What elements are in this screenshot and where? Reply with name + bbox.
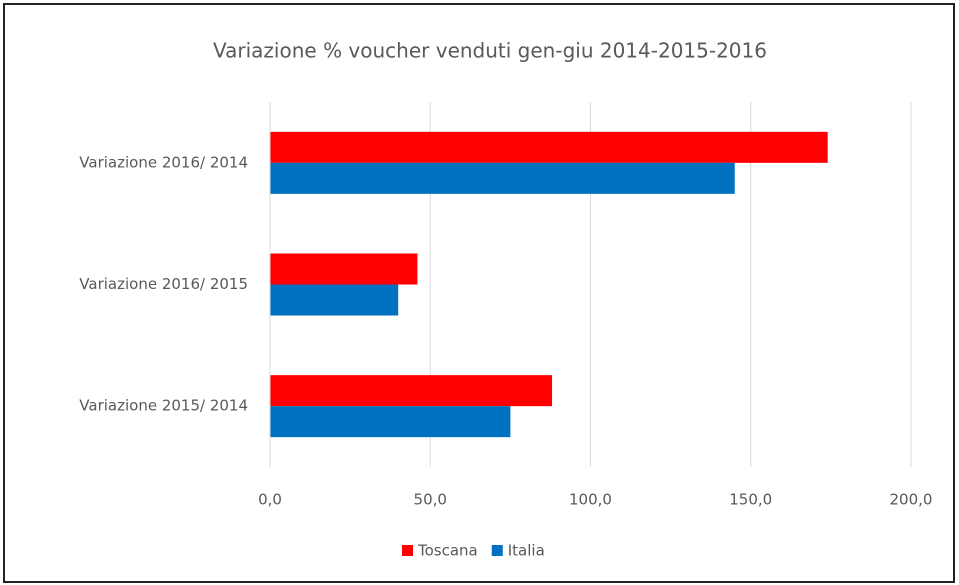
- x-tick-label: 50,0: [414, 491, 447, 509]
- bar: [270, 375, 553, 407]
- x-tick-label: 150,0: [729, 491, 772, 509]
- bar: [270, 406, 511, 438]
- bar: [270, 284, 399, 316]
- y-tick-label: Variazione 2016/ 2014: [79, 153, 248, 171]
- chart-border: [3, 3, 955, 583]
- bar: [270, 253, 418, 285]
- bar: [270, 131, 828, 163]
- legend-label: Italia: [508, 542, 545, 560]
- x-tick-label: 200,0: [890, 491, 933, 509]
- y-tick-label: Variazione 2015/ 2014: [79, 397, 248, 415]
- legend-label: Toscana: [417, 542, 478, 560]
- legend-swatch: [491, 545, 503, 556]
- x-tick-label: 100,0: [569, 491, 612, 509]
- chart-title: Variazione % voucher venduti gen-giu 201…: [213, 39, 767, 63]
- y-tick-label: Variazione 2016/ 2015: [79, 275, 248, 293]
- legend-swatch: [402, 545, 413, 556]
- x-tick-label: 0,0: [258, 491, 282, 509]
- bar: [270, 162, 735, 194]
